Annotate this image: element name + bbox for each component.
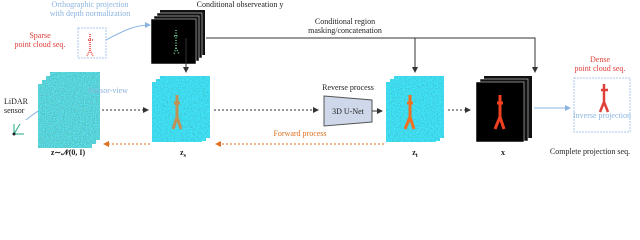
zt-label: zt: [412, 148, 418, 157]
sensor-view: Sensor-view: [88, 86, 128, 95]
dense-line-1: Dense: [590, 55, 610, 64]
sparse-line-1: Sparse: [29, 31, 51, 40]
inverse-projection: Inverse projection: [573, 111, 631, 120]
sparse-line-2: point cloud seq.: [15, 40, 66, 49]
unet: 3D U-Net: [332, 107, 365, 116]
x-label: x: [501, 148, 505, 157]
lidar-line-2: sensor: [4, 106, 25, 115]
zs-sub: s: [184, 153, 187, 157]
dense-line-2: point cloud seq.: [575, 64, 626, 73]
reverse-process: Reverse process: [322, 83, 374, 92]
ortho-line-1: Orthographic projection: [51, 0, 128, 9]
zs-label: zs: [180, 148, 187, 157]
cond-obs: Conditional observeation y: [197, 0, 284, 9]
cond-region-2: masking/concatenation: [308, 26, 382, 35]
cond-region-1: Conditional region: [315, 17, 375, 26]
shapes: [12, 10, 631, 149]
zs-base: z: [180, 148, 184, 157]
diagram: Orthographic projection with depth norma…: [4, 0, 631, 157]
ortho-line-2: with depth normalization: [50, 9, 130, 18]
zt-sub: t: [416, 153, 418, 157]
zt-base: z: [412, 148, 416, 157]
noise-label: z∼𝒩(0, I): [51, 148, 86, 157]
complete-label: Complete projection seq.: [550, 147, 630, 156]
forward-process: Forward process: [273, 129, 326, 138]
lidar-line-1: LiDAR: [4, 97, 29, 106]
